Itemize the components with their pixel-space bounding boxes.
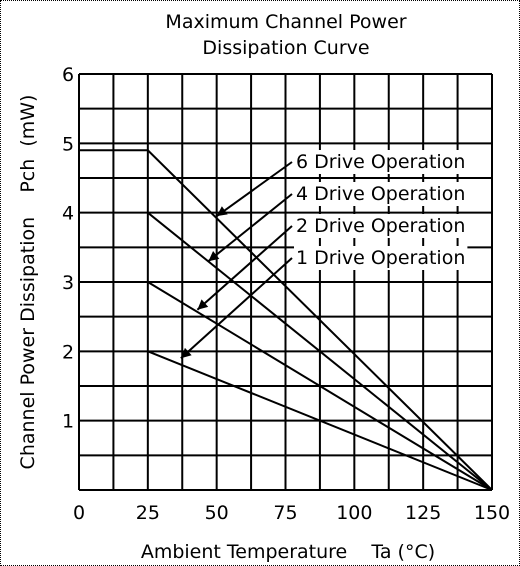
annotation-label: 4 Drive Operation (296, 183, 465, 205)
annotation-label-bg (294, 214, 468, 238)
x-tick-label: 75 (273, 502, 297, 524)
chart-grid (78, 73, 493, 491)
y-tick-label: 5 (62, 133, 74, 155)
x-axis-label: Ambient Temperature Ta (°C) (141, 541, 435, 563)
y-tick-label: 4 (62, 203, 74, 225)
y-axis-label: Channel Power Dissipation Pch (mW) (17, 95, 39, 470)
x-tick-label: 150 (474, 502, 510, 524)
annotation-arrow (216, 161, 293, 217)
annotation-arrowhead (197, 299, 209, 310)
series-line-4 (147, 350, 493, 491)
annotation-arrowhead (208, 251, 220, 262)
annotation-label: 6 Drive Operation (296, 151, 465, 173)
annotation-label: 2 Drive Operation (296, 215, 465, 237)
annotation-label-bg (294, 182, 468, 206)
annotation-arrow (196, 225, 293, 311)
chart-title-line-1: Maximum Channel Power (165, 11, 406, 33)
annotation-label: 1 Drive Operation (296, 247, 465, 269)
annotation-arrow (207, 193, 293, 262)
annotation-label-bg (294, 246, 468, 270)
annotations: 6 Drive Operation 4 Drive Operation 2 Driv… (180, 150, 468, 360)
x-tick-label: 0 (73, 502, 85, 524)
annotation-arrow (180, 257, 293, 360)
y-tick-label: 1 (62, 411, 74, 433)
annotation-label-bg (294, 150, 468, 174)
x-tick-label: 25 (136, 502, 160, 524)
x-tick-label: 50 (205, 502, 229, 524)
y-tick-label: 2 (62, 341, 74, 363)
series-line-1 (79, 149, 493, 491)
annotation-arrowhead (180, 347, 192, 359)
y-tick-label: 3 (62, 272, 74, 294)
chart-title-line-2: Dissipation Curve (202, 37, 369, 59)
annotation-arrowhead (216, 206, 228, 217)
x-tick-label: 100 (336, 502, 372, 524)
y-tick-label: 6 (62, 64, 74, 86)
series-lines (79, 149, 493, 491)
series-line-2 (147, 211, 493, 491)
x-tick-label: 125 (405, 502, 441, 524)
y-tick-labels: 1 2 3 4 5 6 (62, 64, 74, 433)
x-tick-labels: 0 25 50 75 100 125 150 (73, 502, 510, 524)
series-line-3 (147, 281, 493, 491)
